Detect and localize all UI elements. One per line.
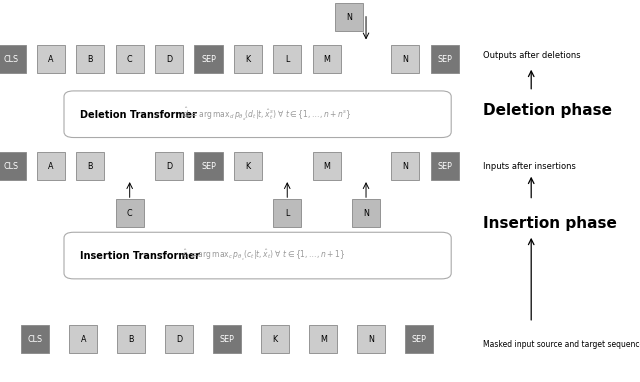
FancyBboxPatch shape	[37, 152, 65, 180]
Text: SEP: SEP	[201, 55, 216, 64]
Text: B: B	[129, 335, 134, 344]
FancyBboxPatch shape	[431, 152, 459, 180]
Text: Deletion phase: Deletion phase	[483, 103, 612, 118]
FancyBboxPatch shape	[117, 325, 145, 353]
FancyBboxPatch shape	[37, 45, 65, 73]
FancyBboxPatch shape	[165, 325, 193, 353]
Text: M: M	[323, 55, 330, 64]
Text: A: A	[48, 162, 54, 171]
Text: N: N	[346, 13, 352, 22]
FancyBboxPatch shape	[116, 199, 144, 227]
Text: N: N	[368, 335, 374, 344]
FancyBboxPatch shape	[312, 45, 340, 73]
Text: SEP: SEP	[437, 55, 452, 64]
FancyBboxPatch shape	[69, 325, 97, 353]
FancyBboxPatch shape	[234, 45, 262, 73]
FancyBboxPatch shape	[116, 45, 144, 73]
Text: Outputs after deletions: Outputs after deletions	[483, 51, 581, 60]
FancyBboxPatch shape	[273, 199, 301, 227]
Text: M: M	[320, 335, 326, 344]
FancyBboxPatch shape	[155, 45, 183, 73]
FancyBboxPatch shape	[76, 45, 104, 73]
Text: SEP: SEP	[201, 162, 216, 171]
FancyBboxPatch shape	[213, 325, 241, 353]
FancyBboxPatch shape	[261, 325, 289, 353]
Text: SEP: SEP	[412, 335, 427, 344]
Text: CLS: CLS	[4, 55, 19, 64]
FancyBboxPatch shape	[391, 152, 419, 180]
FancyBboxPatch shape	[312, 152, 340, 180]
Text: B: B	[88, 55, 93, 64]
Text: A: A	[81, 335, 86, 344]
FancyBboxPatch shape	[76, 152, 104, 180]
Text: K: K	[245, 162, 250, 171]
Text: N: N	[363, 209, 369, 218]
FancyBboxPatch shape	[21, 325, 49, 353]
FancyBboxPatch shape	[64, 232, 451, 279]
Text: C: C	[127, 55, 132, 64]
FancyBboxPatch shape	[273, 45, 301, 73]
Text: CLS: CLS	[28, 335, 43, 344]
FancyBboxPatch shape	[0, 45, 26, 73]
Text: N: N	[403, 162, 408, 171]
Text: L: L	[285, 55, 289, 64]
FancyBboxPatch shape	[335, 3, 363, 31]
FancyBboxPatch shape	[195, 152, 223, 180]
Text: D: D	[166, 55, 172, 64]
FancyBboxPatch shape	[0, 152, 26, 180]
FancyBboxPatch shape	[357, 325, 385, 353]
Text: SEP: SEP	[220, 335, 235, 344]
FancyBboxPatch shape	[64, 91, 451, 138]
Text: Inputs after insertions: Inputs after insertions	[483, 162, 576, 171]
FancyBboxPatch shape	[352, 199, 380, 227]
Text: $\hat{d}_t = \mathrm{arg\,max}_d\,p_{\theta_d}(d_t|t,\hat{x}_t^s)$ $\forall$ $t : $\hat{d}_t = \mathrm{arg\,max}_d\,p_{\th…	[182, 106, 352, 123]
Text: M: M	[323, 162, 330, 171]
Text: D: D	[166, 162, 172, 171]
Text: $\hat{c}_t = \mathrm{arg\,max}_c\,p_{\theta_c}(c_t|t,\hat{x}_t)$ $\forall$ $t \i: $\hat{c}_t = \mathrm{arg\,max}_c\,p_{\th…	[182, 248, 346, 263]
Text: CLS: CLS	[4, 162, 19, 171]
Text: C: C	[127, 209, 132, 218]
FancyBboxPatch shape	[155, 152, 183, 180]
FancyBboxPatch shape	[309, 325, 337, 353]
FancyBboxPatch shape	[234, 152, 262, 180]
Text: K: K	[245, 55, 250, 64]
Text: Insertion phase: Insertion phase	[483, 216, 617, 231]
FancyBboxPatch shape	[195, 45, 223, 73]
Text: D: D	[176, 335, 182, 344]
FancyBboxPatch shape	[391, 45, 419, 73]
Text: A: A	[48, 55, 54, 64]
FancyBboxPatch shape	[405, 325, 433, 353]
Text: Masked input source and target sequence: Masked input source and target sequence	[483, 340, 640, 349]
Text: K: K	[273, 335, 278, 344]
Text: Insertion Transformer: Insertion Transformer	[80, 251, 200, 261]
Text: Deletion Transformer: Deletion Transformer	[80, 110, 197, 120]
Text: B: B	[88, 162, 93, 171]
FancyBboxPatch shape	[431, 45, 459, 73]
Text: SEP: SEP	[437, 162, 452, 171]
Text: L: L	[285, 209, 289, 218]
Text: N: N	[403, 55, 408, 64]
